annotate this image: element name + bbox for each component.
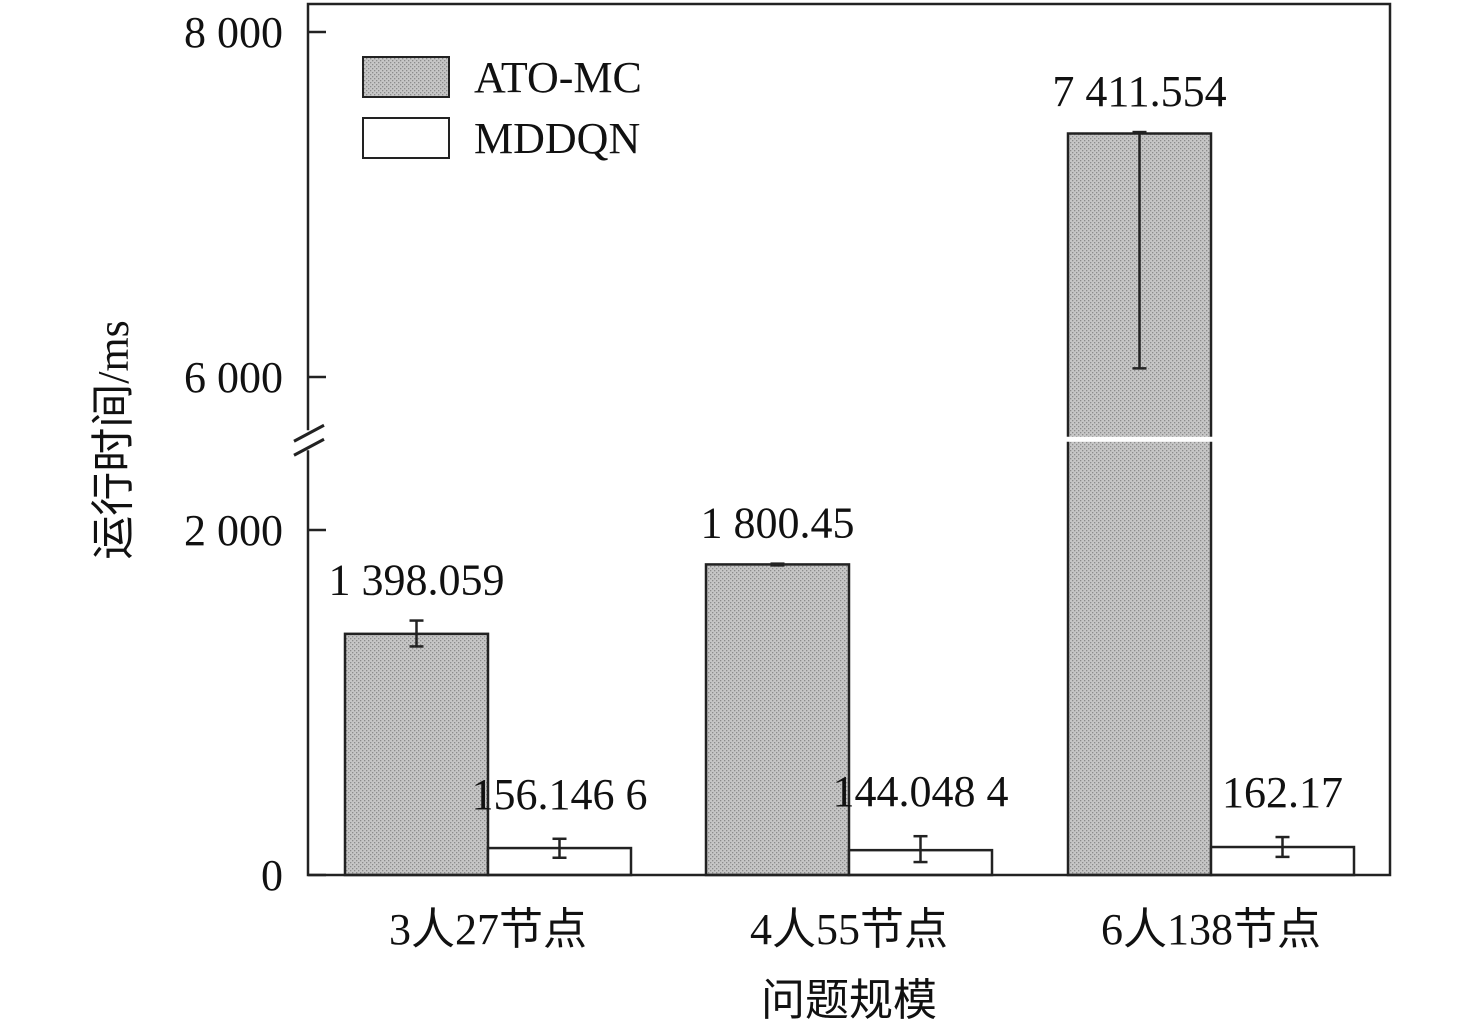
legend-label-mddqn: MDDQN [474,114,640,163]
y-tick-label: 0 [261,851,283,900]
bar-ato-mc-2 [704,563,851,877]
axis-break-marks [293,423,325,457]
x-tick-label-3: 6人138节点 [1101,905,1321,954]
error-bar-mddqn-1 [552,837,567,859]
bar-ato-mc-1 [343,632,490,877]
error-bar-mddqn-3 [1275,835,1290,859]
axis-break-mark [293,437,325,457]
y-tick-label: 8 000 [184,8,283,57]
y-tick-label: 2 000 [184,506,283,555]
data-label-ato-mc-2: 1 800.45 [701,499,855,548]
data-label-mddqn-3: 162.17 [1222,768,1343,817]
error-bars-layer [409,130,1290,864]
legend-swatch-mddqn [362,117,450,159]
data-label-ato-mc-3: 7 411.554 [1052,67,1226,116]
data-label-mddqn-2: 144.048 4 [833,767,1009,816]
y-tick-label: 6 000 [184,353,283,402]
bar-break-gap [1066,436,1213,442]
x-tick-label-1: 3人27节点 [389,905,587,954]
y-axis-title: 运行时间/ms [89,320,138,560]
error-bar-ato-mc-3 [1132,130,1147,370]
error-bar-ato-mc-1 [409,619,424,648]
x-axis-categories: 3人27节点 4人55节点 6人138节点 [389,905,1321,954]
error-bar-mddqn-2 [913,834,928,864]
legend-swatch-ato-mc [362,56,450,98]
x-axis-title: 问题规模 [761,976,937,1025]
data-label-ato-mc-1: 1 398.059 [329,556,505,605]
error-bar-ato-mc-2 [770,562,785,567]
x-tick-label-2: 4人55节点 [750,905,948,954]
legend: ATO-MC MDDQN [362,53,642,163]
y-axis-ticks: 0 2 000 6 000 8 000 [184,8,326,900]
legend-label-ato-mc: ATO-MC [474,53,642,102]
data-label-mddqn-1: 156.146 6 [472,770,648,819]
data-labels-layer: 1 398.059 1 800.45 7 411.554 156.146 6 144.0… [329,67,1344,819]
axis-break-mark [293,423,325,443]
